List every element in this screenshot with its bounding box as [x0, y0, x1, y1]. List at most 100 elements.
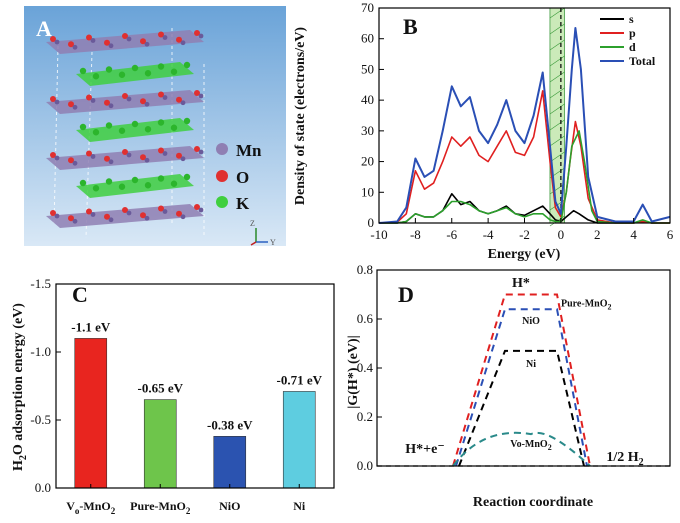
mn-atom — [108, 217, 114, 223]
o-atom — [158, 31, 164, 38]
pathway-label-main: NiO — [522, 316, 540, 327]
y-tick-label: 10 — [361, 184, 374, 199]
k-atom — [131, 120, 139, 128]
mn-atom — [72, 44, 78, 50]
category-label-rest: -MnO — [79, 499, 110, 513]
mn-atom — [126, 152, 132, 158]
o-atom — [140, 38, 146, 45]
fermi-band-hatch — [549, 71, 565, 83]
bar-value-label: -0.71 eV — [277, 372, 323, 387]
k-atom — [105, 66, 113, 73]
mn-atom — [198, 207, 204, 213]
x-tick-label: 2 — [594, 227, 601, 242]
mn-atom — [54, 39, 60, 45]
category-label-sub2: 2 — [111, 506, 116, 516]
o-atom — [176, 152, 182, 159]
free-energy-y-axis-label: |G(H*) (eV)| — [346, 335, 361, 408]
panel-b-letter: B — [403, 14, 418, 39]
bar-value-label: -0.38 eV — [207, 417, 253, 432]
y-label-rest: O adsorption energy (eV) — [11, 303, 26, 455]
legend-k-label: K — [236, 194, 250, 213]
fermi-band-hatch — [549, 135, 565, 147]
y-tick-label: 30 — [361, 123, 374, 138]
fermi-band-hatch — [549, 7, 565, 19]
k-atom — [144, 70, 152, 77]
x-tick-label: 0 — [558, 227, 565, 242]
fermi-band-hatch — [549, 119, 565, 131]
structure-layers — [46, 28, 205, 239]
state-label-final-main: 1/2 H — [606, 450, 638, 465]
y-tick-label: 0.2 — [357, 409, 373, 424]
o-atom — [122, 33, 128, 39]
category-label-vo-mno2: Vo-MnO2 — [66, 499, 116, 516]
o-atom — [86, 150, 92, 157]
bar-ni — [282, 391, 316, 489]
unit-cell-edge — [53, 45, 59, 227]
legend-k-atom-icon — [216, 196, 228, 208]
o-atom — [122, 207, 128, 213]
k-atom — [157, 119, 165, 126]
o-atom — [68, 215, 74, 222]
dos-axes-frame — [378, 7, 671, 224]
fermi-band-hatch — [549, 23, 565, 35]
o-atom — [86, 94, 92, 101]
mn-atom — [180, 156, 186, 162]
category-label-pure-mno2: Pure-MnO2 — [130, 499, 191, 516]
y-tick-label: 70 — [361, 0, 374, 15]
y-tick-label: 0.4 — [357, 360, 374, 375]
k-atom — [118, 127, 126, 134]
k-atom — [105, 178, 113, 185]
k-atom — [157, 63, 165, 70]
series-line-p — [378, 90, 670, 224]
category-label-main: Pure-MnO — [130, 499, 186, 513]
axis-y-label: Y — [270, 238, 276, 246]
o-atom — [104, 99, 110, 106]
k-layer — [76, 118, 194, 142]
mn-atom — [162, 151, 168, 156]
k-atom — [144, 126, 152, 133]
mn-atom — [144, 41, 150, 47]
mn-atom — [198, 149, 204, 155]
k-atom — [105, 122, 113, 129]
o-atom — [50, 210, 56, 216]
k-atom — [79, 179, 87, 187]
crystal-structure-figure: A Mn O K Z Y — [24, 6, 286, 247]
y-tick-label: -1.5 — [30, 276, 51, 291]
state-label-final-sub: 2 — [639, 457, 644, 468]
mn-atom — [144, 215, 150, 221]
mn-atom — [90, 154, 96, 159]
o-atom — [122, 93, 128, 99]
dos-x-axis-label: Energy (eV) — [488, 247, 561, 262]
o-atom — [104, 155, 110, 162]
o-atom — [158, 205, 164, 212]
fermi-band-hatch — [549, 87, 565, 99]
k-atom — [157, 175, 165, 182]
bar-value-label: -1.1 eV — [71, 319, 111, 334]
free-energy-x-axis-label: Reaction coordinate — [473, 495, 593, 510]
mn-atom — [162, 95, 168, 100]
y-tick-label: 0.0 — [357, 458, 373, 473]
panel-a-letter: A — [36, 16, 52, 41]
k-atom — [92, 185, 100, 192]
panel-a-crystal-structure: A Mn O K Z Y — [24, 6, 286, 247]
category-label-main: V — [66, 499, 75, 513]
k-atom — [79, 123, 87, 131]
fermi-band-hatch — [549, 151, 565, 163]
mn-atom — [90, 38, 96, 43]
panel-b-dos-chart: -10 -8 -6 -4 -2 0 2 4 6 0 10 20 30 40 50 60 70 B Energy … — [290, 0, 680, 262]
bar-axes-frame — [55, 283, 335, 489]
k-atom — [183, 173, 191, 181]
state-label-intermediate: H* — [512, 276, 530, 291]
pathway-label-ni: Ni — [526, 359, 536, 370]
mn-atom — [54, 155, 60, 161]
k-atom — [131, 64, 139, 72]
o-atom — [194, 90, 200, 96]
x-tick-label: -2 — [519, 227, 530, 242]
legend-label-d: d — [629, 40, 636, 54]
mn-atom — [72, 104, 78, 110]
pathway-pure-mno2 — [452, 293, 591, 467]
